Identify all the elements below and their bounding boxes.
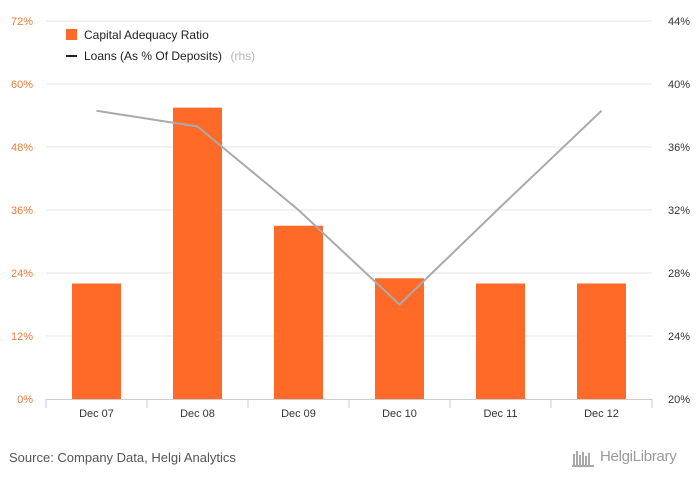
y-left-tick-label: 72% xyxy=(11,16,33,28)
legend-line-label: Loans (As % Of Deposits) xyxy=(84,49,222,63)
x-tick-label: Dec 07 xyxy=(79,408,114,420)
source-note: Source: Company Data, Helgi Analytics xyxy=(9,450,236,465)
loans-line xyxy=(96,109,603,306)
x-tick-label: Dec 09 xyxy=(281,408,316,420)
legend-bar-swatch xyxy=(66,29,77,40)
legend-line-suffix: (rhs) xyxy=(231,49,256,63)
x-tick-label: Dec 10 xyxy=(382,408,417,420)
legend: Capital Adequacy Ratio Loans (As % Of De… xyxy=(66,28,255,64)
x-tick-label: Dec 11 xyxy=(483,408,517,420)
y-axis-left: 0% 12% 24% 36% 48% 60% 72% xyxy=(11,16,33,406)
y-left-tick-label: 48% xyxy=(11,142,33,154)
y-left-tick-label: 36% xyxy=(11,205,33,217)
bar xyxy=(173,107,222,399)
x-tick-label: Dec 08 xyxy=(180,408,215,420)
chart: Dec 07 Dec 08 Dec 09 Dec 10 Dec 11 Dec 12 0% 1… xyxy=(11,16,690,420)
legend-bar-label: Capital Adequacy Ratio xyxy=(84,28,209,42)
bar xyxy=(72,283,121,399)
y-left-tick-label: 12% xyxy=(11,331,33,343)
y-right-tick-label: 20% xyxy=(668,394,690,406)
y-right-tick-label: 32% xyxy=(668,205,690,217)
bar-series xyxy=(72,107,626,399)
y-right-tick-label: 28% xyxy=(668,268,690,280)
line-series xyxy=(96,109,603,306)
y-right-tick-label: 24% xyxy=(668,331,690,343)
library-icon xyxy=(572,451,594,467)
y-right-tick-label: 44% xyxy=(668,16,690,28)
gridlines xyxy=(46,20,652,337)
y-right-tick-label: 40% xyxy=(668,79,690,91)
x-axis: Dec 07 Dec 08 Dec 09 Dec 10 Dec 11 Dec 12 xyxy=(45,399,653,420)
bar xyxy=(375,278,424,399)
y-left-tick-label: 24% xyxy=(11,268,33,280)
legend-line-entry: Loans (As % Of Deposits) (rhs) xyxy=(84,47,255,64)
y-left-tick-label: 60% xyxy=(11,79,33,91)
brand-logo: HelgiLibrary xyxy=(572,447,694,469)
bar xyxy=(577,283,626,399)
y-right-tick-label: 36% xyxy=(668,142,690,154)
y-left-tick-label: 0% xyxy=(17,394,33,406)
y-axis-right: 20% 24% 28% 32% 36% 40% 44% xyxy=(668,16,690,406)
x-tick-label: Dec 12 xyxy=(584,408,619,420)
bar xyxy=(476,283,525,399)
brand-name: HelgiLibrary xyxy=(600,448,677,465)
bar xyxy=(274,225,323,399)
